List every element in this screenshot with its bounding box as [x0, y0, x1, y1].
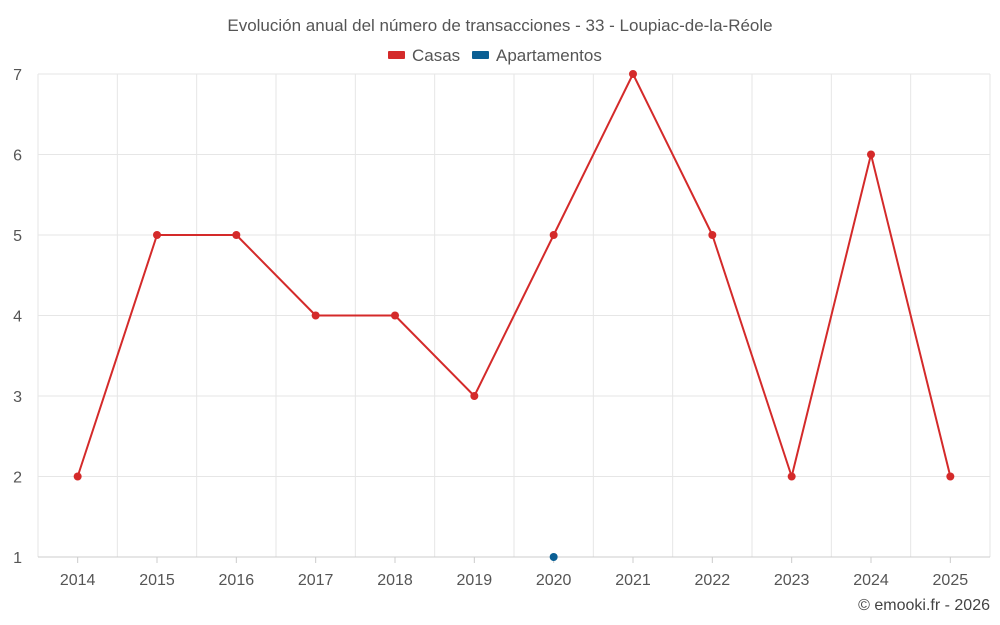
y-tick-label: 3: [13, 389, 22, 406]
data-point-casas[interactable]: [470, 392, 479, 400]
legend-swatch-casas: [388, 51, 405, 59]
x-tick-label: 2023: [774, 572, 810, 589]
data-point-casas[interactable]: [549, 231, 558, 239]
data-point-apartamentos[interactable]: [549, 553, 558, 561]
y-tick-label: 7: [13, 67, 22, 84]
x-tick-label: 2016: [219, 572, 255, 589]
data-point-casas[interactable]: [946, 472, 955, 481]
data-point-casas[interactable]: [391, 311, 399, 320]
data-point-casas[interactable]: [629, 70, 637, 78]
series-apartamentos: [549, 553, 558, 561]
data-point-casas[interactable]: [867, 150, 875, 159]
x-tick-label: 2021: [615, 572, 651, 589]
data-point-casas[interactable]: [232, 231, 241, 239]
legend-item-apartamentos[interactable]: Apartamentos: [472, 46, 602, 65]
y-tick-label: 2: [13, 470, 22, 487]
x-tick-label: 2024: [853, 572, 889, 589]
x-tick-label: 2018: [377, 572, 413, 589]
x-tick-label: 2025: [933, 572, 969, 589]
y-tick-label: 4: [13, 309, 22, 326]
x-tick-label: 2015: [139, 572, 175, 589]
data-point-casas[interactable]: [708, 231, 717, 239]
x-tick-label: 2019: [457, 572, 493, 589]
data-point-casas[interactable]: [311, 311, 320, 320]
data-point-casas[interactable]: [787, 472, 796, 481]
legend-item-casas[interactable]: Casas: [388, 46, 460, 65]
x-tick-label: 2017: [298, 572, 334, 589]
legend-label-apartamentos: Apartamentos: [496, 46, 602, 65]
series-layer: [73, 70, 955, 561]
series-line-casas: [76, 73, 952, 478]
series-casas: [73, 70, 955, 481]
y-tick-label: 1: [13, 550, 22, 567]
credit-text: © emooki.fr - 2026: [858, 597, 990, 614]
legend-label-casas: Casas: [412, 46, 460, 65]
x-tick-label: 2014: [60, 572, 96, 589]
y-axis-ticks: 1 2 3 4 5 6 7: [13, 67, 22, 567]
data-point-casas[interactable]: [73, 472, 82, 481]
chart-title: Evolución anual del número de transaccio…: [227, 16, 772, 35]
legend[interactable]: Casas Apartamentos: [388, 46, 602, 65]
y-tick-label: 5: [13, 228, 22, 245]
y-tick-label: 6: [13, 148, 22, 165]
x-axis-ticks: 2014 2015 2016 2017 2018 2019 2020 2021 2022 2023…: [60, 557, 968, 589]
legend-swatch-apartamentos: [472, 51, 489, 59]
x-tick-label: 2020: [536, 572, 572, 589]
data-point-casas[interactable]: [153, 231, 161, 239]
x-tick-label: 2022: [695, 572, 731, 589]
